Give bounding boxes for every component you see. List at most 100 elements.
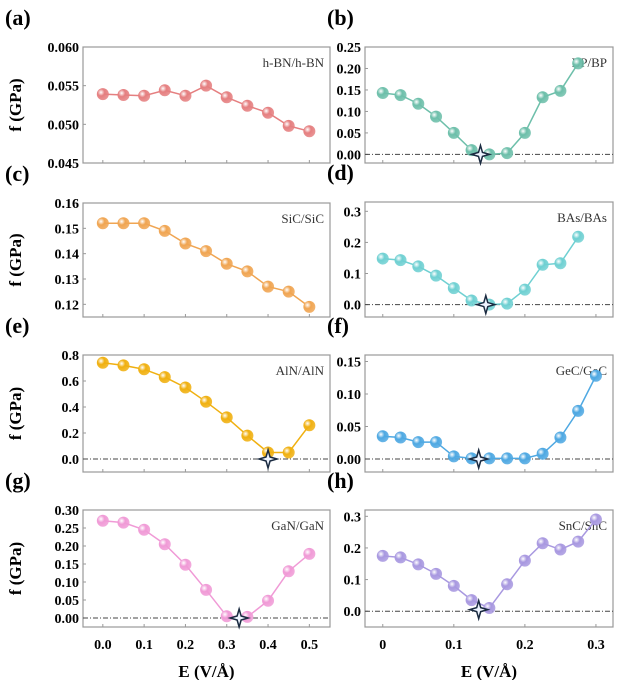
y-tick-label: 0.15	[337, 84, 362, 99]
data-point	[518, 554, 531, 567]
y-tick-label: 0.15	[337, 356, 362, 371]
x-tick-label: 0	[379, 638, 386, 653]
data-point	[501, 578, 514, 591]
plot-frame	[364, 509, 614, 628]
y-axis-label: f (GPa)	[6, 387, 25, 440]
data-point	[179, 558, 192, 571]
data-point	[96, 514, 109, 527]
data-point	[158, 84, 171, 97]
data-point	[117, 88, 130, 101]
star-marker	[474, 292, 498, 317]
data-point	[241, 99, 254, 112]
data-point	[554, 543, 567, 556]
data-point	[282, 446, 295, 459]
panel-letter: (a)	[5, 5, 31, 30]
data-point	[138, 89, 151, 102]
panel-g: (g) 0.00 0.05 0.10 0.15 0.20 0.25 0.30 0.0 0.1 0.2…	[5, 468, 331, 681]
data-point	[282, 285, 295, 298]
data-point	[412, 558, 425, 571]
data-point	[430, 110, 443, 123]
data-point	[303, 300, 316, 313]
data-point	[518, 283, 531, 296]
y-tick-label: 0.12	[55, 298, 80, 313]
data-point	[430, 269, 443, 282]
star-marker	[466, 447, 491, 471]
y-tick-label: 0.2	[62, 427, 80, 442]
data-point	[554, 84, 567, 97]
y-tick-label: 0.05	[337, 421, 362, 436]
panel-letter: (e)	[5, 313, 29, 338]
x-tick-label: 0.3	[218, 638, 236, 653]
y-tick-label: 0.2	[344, 236, 362, 251]
data-point	[376, 430, 389, 443]
y-axis-label: f (GPa)	[6, 542, 25, 595]
x-tick-label: 0.2	[177, 638, 195, 653]
y-tick-label: 0.0	[344, 299, 362, 314]
panel-c: (c) 0.12 0.13 0.14 0.15 0.16 f (GPa) SiC/SiC	[5, 161, 331, 318]
data-point	[138, 363, 151, 376]
plot-frame	[82, 46, 331, 164]
data-point	[241, 429, 254, 442]
material-label: BAs/BAs	[557, 210, 607, 225]
y-tick-label: 0.13	[55, 273, 80, 288]
y-tick-label: 0.20	[337, 62, 362, 77]
y-axis-label: f (GPa)	[6, 78, 25, 131]
panel-letter: (b)	[327, 5, 354, 30]
plot-frame	[82, 354, 331, 473]
data-point	[412, 260, 425, 273]
y-tick-label: 0.3	[344, 510, 362, 525]
y-tick-label: 0.10	[337, 388, 362, 403]
data-point	[220, 257, 233, 270]
data-point	[447, 126, 460, 139]
y-tick-label: 0.2	[344, 542, 362, 557]
y-tick-label: 0.05	[337, 127, 362, 142]
panel-letter: (f)	[327, 313, 349, 338]
data-point	[303, 125, 316, 138]
x-tick-label: 0.5	[301, 638, 319, 653]
data-point	[220, 610, 233, 623]
data-point	[447, 579, 460, 592]
y-tick-label: 0.045	[48, 157, 80, 172]
data-point	[303, 547, 316, 560]
data-point	[376, 252, 389, 265]
data-point	[572, 57, 585, 70]
y-tick-label: 0.055	[48, 80, 80, 95]
y-tick-label: 0.00	[55, 612, 80, 627]
data-point	[179, 381, 192, 394]
data-point	[572, 404, 585, 417]
data-point	[138, 523, 151, 536]
data-point	[179, 237, 192, 250]
data-point	[117, 217, 130, 230]
data-point	[554, 257, 567, 270]
data-point	[572, 230, 585, 243]
data-point	[376, 86, 389, 99]
data-point	[412, 436, 425, 449]
data-point	[96, 217, 109, 230]
y-tick-label: 0.3	[344, 205, 362, 220]
data-point	[483, 452, 496, 465]
x-tick-label: 0.3	[587, 638, 605, 653]
data-point	[394, 551, 407, 564]
data-point	[465, 594, 478, 607]
panel-letter: (g)	[5, 468, 31, 493]
y-tick-label: 0.00	[337, 453, 362, 468]
data-point	[394, 431, 407, 444]
data-point	[465, 294, 478, 307]
panel-h: (h)0.00.10.20.30 0.1 0.2 0.3E (V/Å)SnC/SnC	[327, 468, 614, 681]
x-axis-label: E (V/Å)	[461, 662, 517, 680]
data-point	[554, 431, 567, 444]
y-tick-label: 0.30	[55, 504, 80, 519]
y-tick-label: 0.1	[344, 267, 362, 282]
data-point	[303, 419, 316, 432]
y-tick-label: 0.00	[337, 148, 362, 163]
y-tick-label: 0.4	[62, 401, 80, 416]
data-point	[158, 371, 171, 384]
x-tick-label: 0.1	[135, 638, 153, 653]
star-marker	[468, 142, 493, 167]
data-point	[430, 436, 443, 449]
data-point	[262, 106, 275, 119]
y-tick-label: 0.25	[337, 41, 362, 56]
data-point	[262, 594, 275, 607]
data-point	[282, 119, 295, 132]
